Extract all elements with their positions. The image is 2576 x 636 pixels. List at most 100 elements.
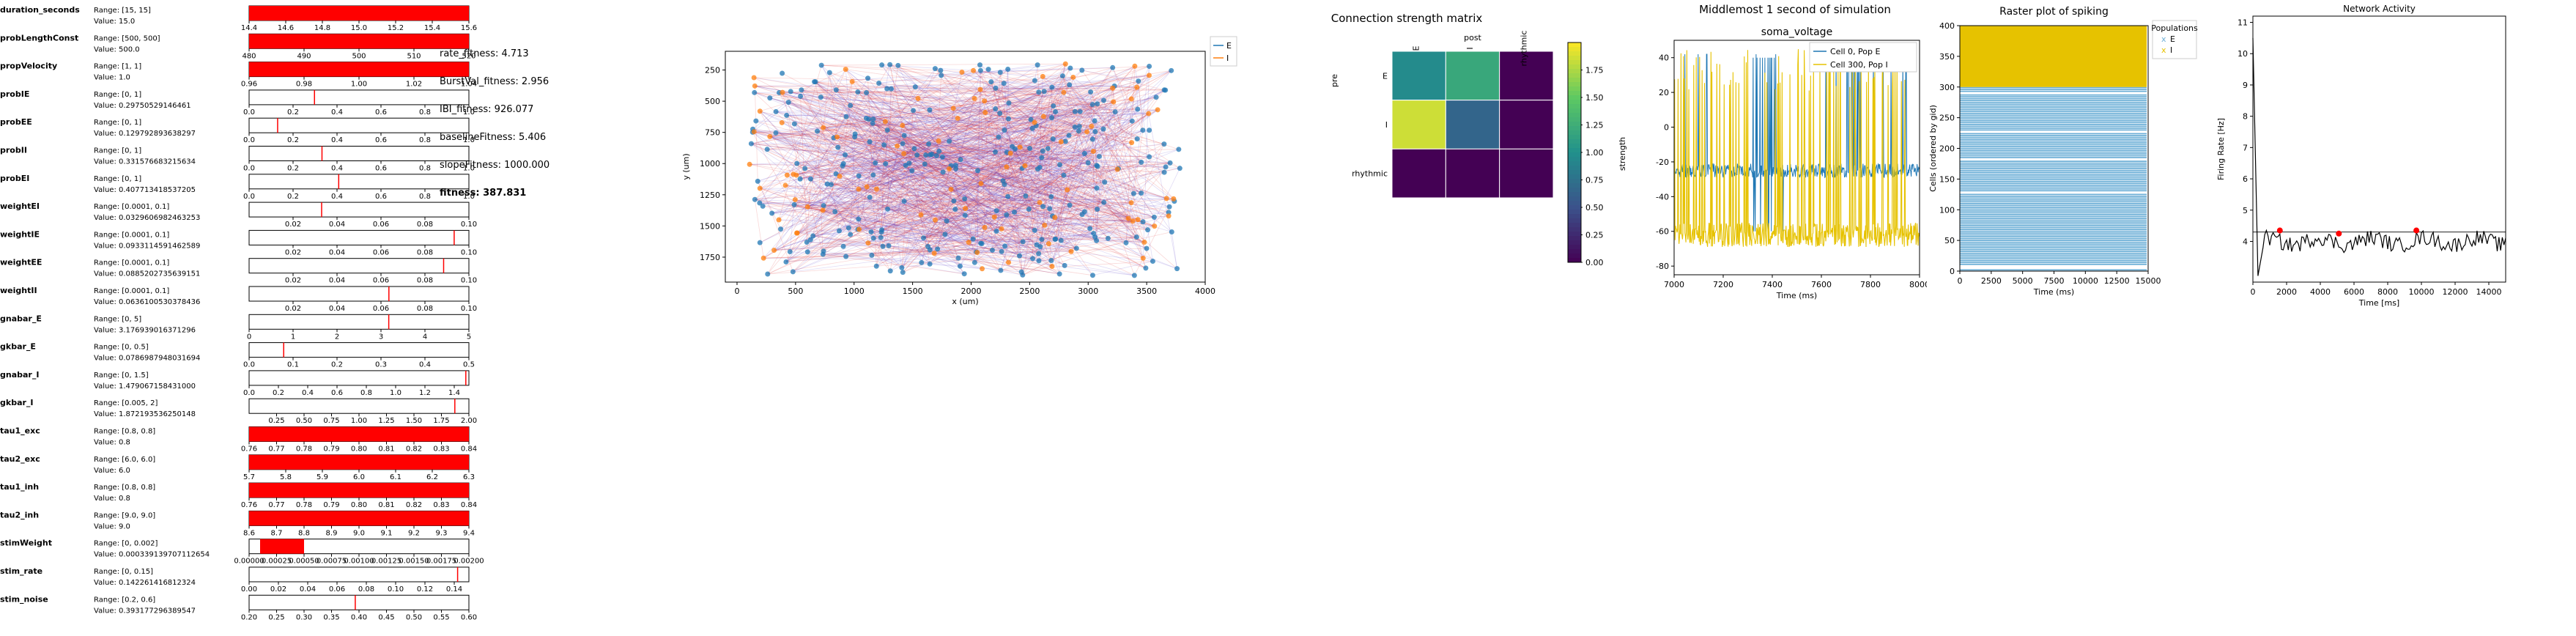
legend-marker-I: x (2161, 45, 2166, 55)
cell-E (1042, 89, 1047, 94)
cell-E (837, 228, 842, 233)
burst-peak-marker (2336, 231, 2342, 237)
matrix-cell (1392, 100, 1446, 149)
y-tick-label: 20 (1659, 88, 1669, 97)
cell-E (1176, 147, 1181, 152)
cell-E (988, 79, 993, 84)
cell-I (1155, 107, 1161, 112)
cell-E (1162, 87, 1167, 92)
cell-I (966, 240, 971, 245)
cell-I (1115, 166, 1120, 171)
colorbar-segment (1568, 108, 1581, 113)
cell-E (1169, 229, 1174, 234)
slider-fill (249, 427, 469, 442)
y-tick-label: 1750 (700, 253, 720, 262)
x-tick-label: 2000 (961, 286, 981, 296)
spike-row-E (1960, 214, 2147, 215)
cell-E (767, 95, 772, 100)
cell-I (978, 87, 983, 92)
x-tick-label: 0 (1958, 276, 1963, 286)
colorbar-segment (1568, 117, 1581, 122)
matrix-col-label: rhythmic (1519, 31, 1528, 67)
cell-E (1067, 202, 1073, 207)
slider-tick-label: 0.4 (331, 193, 343, 201)
slider-fill (249, 34, 469, 48)
y-tick-label: 0 (1950, 267, 1955, 276)
slider-frame (249, 230, 469, 245)
cell-E (1101, 98, 1106, 103)
cell-I (752, 84, 758, 89)
cell-E (941, 169, 946, 174)
cell-I (747, 162, 752, 167)
cell-E (1135, 136, 1140, 141)
y-tick-label: 10 (2238, 49, 2248, 59)
slider-tick-label: 0.78 (296, 445, 312, 454)
spike-row-E (1960, 225, 2147, 226)
colorbar-segment (1568, 91, 1581, 95)
slider-tick-label: 1 (291, 333, 295, 341)
x-tick-label: 2000 (2276, 287, 2297, 297)
legend-marker-E: x (2161, 34, 2166, 44)
y-tick-label: 1000 (700, 159, 720, 169)
slider-tick-label: 1.2 (419, 389, 431, 397)
x-tick-label: 6000 (2344, 287, 2364, 297)
y-tick-label: 8 (2243, 112, 2248, 122)
cell-E (927, 108, 932, 113)
colorbar-segment (1568, 210, 1581, 214)
y-tick-label: -20 (1656, 158, 1669, 167)
cell-E (993, 86, 998, 91)
colorbar-segment (1568, 113, 1581, 117)
spike-row-E (1960, 181, 2147, 182)
param-name: stim_noise (0, 594, 48, 604)
param-range: Range: [6.0, 6.0] (94, 456, 155, 464)
slider-tick-label: 0.00200 (454, 558, 484, 566)
slider-frame (249, 147, 469, 161)
param-range: Range: [0, 1.5] (94, 371, 149, 380)
slider-tick-label: 5.7 (243, 473, 255, 481)
cell-E (873, 160, 878, 166)
spike-row-E (1960, 164, 2147, 166)
y-tick-label: 7 (2243, 143, 2248, 152)
cell-I (1041, 114, 1046, 119)
cell-E (843, 114, 848, 119)
cell-E (1102, 180, 1107, 185)
colorbar-segment (1568, 64, 1581, 69)
x-tick-label: 3000 (1078, 286, 1098, 296)
spike-row-E (1960, 209, 2147, 210)
cell-E (864, 116, 869, 121)
cell-I (933, 218, 938, 223)
colorbar-segment (1568, 192, 1581, 196)
cell-E (1082, 151, 1087, 156)
cell-I (1061, 90, 1066, 95)
spike-row-E (1960, 144, 2147, 146)
matrix-ylabel: pre (1330, 74, 1339, 87)
slider-tick-label: 0.00025 (262, 558, 292, 566)
cell-E (1090, 273, 1095, 278)
x-axis-label: Time [ms] (2358, 298, 2399, 308)
slider-tick-label: 1.02 (406, 81, 422, 89)
cell-I (793, 197, 798, 202)
colorbar-segment (1568, 78, 1581, 82)
cell-E (1095, 164, 1100, 169)
cell-I (1141, 256, 1146, 261)
spike-row-E (1960, 120, 2147, 122)
cell-E (958, 264, 963, 269)
cell-E (852, 134, 857, 139)
cell-I (1070, 75, 1076, 80)
slider-tick-label: 0.04 (300, 585, 316, 594)
slider-tick-label: 3 (379, 333, 383, 341)
cell-E (922, 161, 928, 166)
colorbar-segment (1568, 104, 1581, 108)
matrix-title: Connection strength matrix (1331, 12, 1483, 25)
cell-E (1095, 101, 1100, 106)
cell-E (1097, 154, 1102, 159)
cell-I (1069, 249, 1074, 254)
cell-E (802, 166, 807, 171)
slider-tick-label: 0.04 (329, 221, 345, 229)
x-axis-label: Time (ms) (2033, 287, 2074, 297)
spike-row-E (1960, 188, 2147, 190)
slider-tick-label: 0.77 (268, 445, 284, 454)
connection-line (1141, 144, 1164, 193)
cell-E (788, 249, 793, 254)
